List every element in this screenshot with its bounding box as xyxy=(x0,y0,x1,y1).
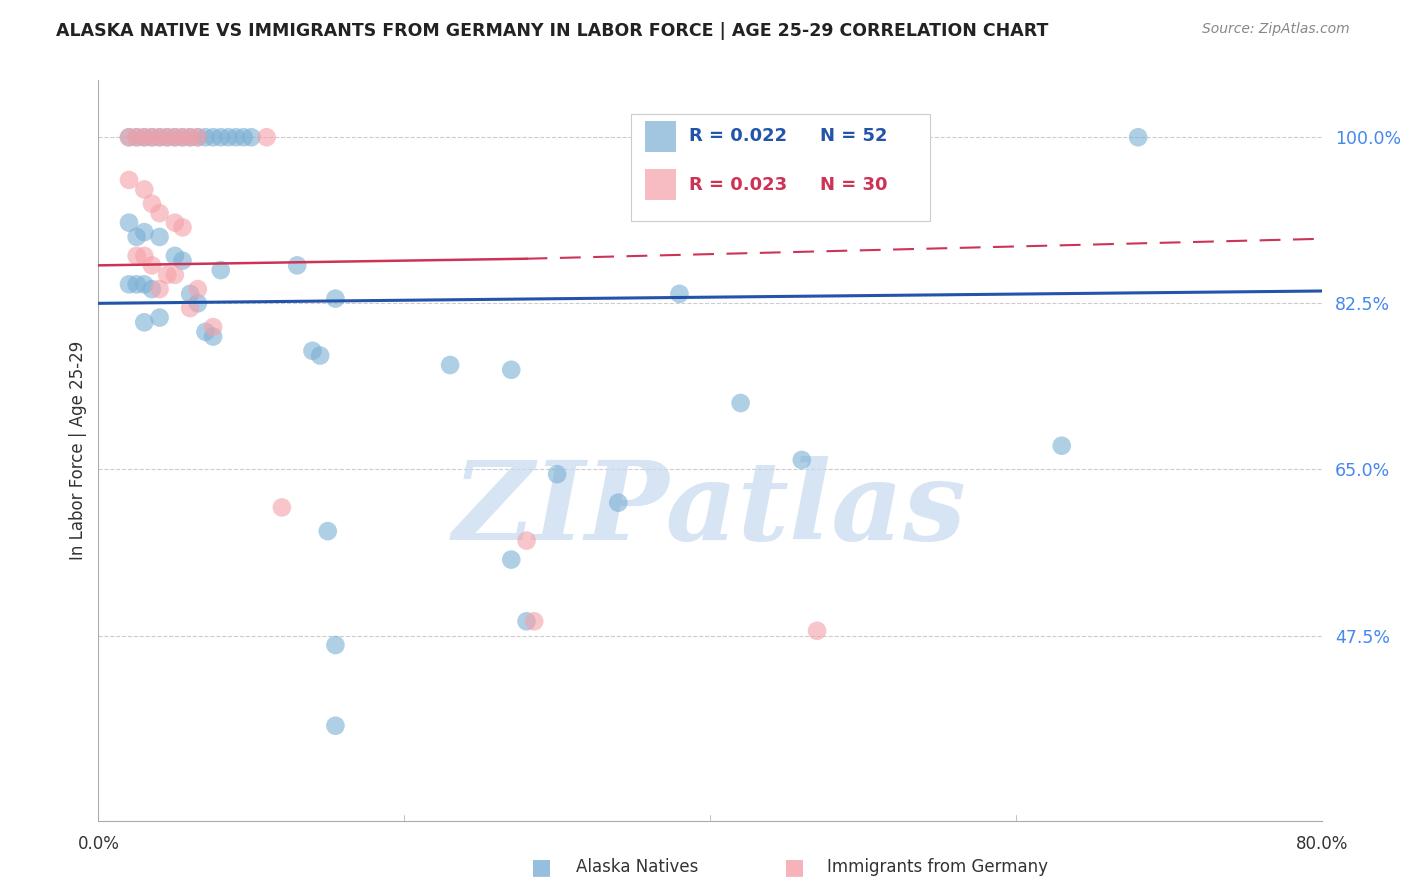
Point xyxy=(134,182,156,196)
Text: Source: ZipAtlas.com: Source: ZipAtlas.com xyxy=(1202,22,1350,37)
Point xyxy=(285,259,308,273)
Text: ZIPatlas: ZIPatlas xyxy=(453,456,967,564)
Point xyxy=(240,130,263,145)
Point xyxy=(301,343,323,358)
Text: N = 30: N = 30 xyxy=(820,176,887,194)
Point xyxy=(232,130,254,145)
Point xyxy=(516,615,538,629)
Point xyxy=(309,349,332,363)
Point xyxy=(134,249,156,263)
Point xyxy=(1050,439,1073,453)
Point xyxy=(172,220,194,235)
Point xyxy=(187,130,209,145)
Point xyxy=(134,130,156,145)
Point xyxy=(501,552,523,566)
Point xyxy=(156,130,179,145)
Point xyxy=(179,130,201,145)
Y-axis label: In Labor Force | Age 25-29: In Labor Force | Age 25-29 xyxy=(69,341,87,560)
Point xyxy=(179,130,201,145)
Point xyxy=(125,249,148,263)
Point xyxy=(607,496,630,510)
Point xyxy=(149,206,172,220)
Point xyxy=(325,292,347,306)
Point xyxy=(134,130,156,145)
Point xyxy=(149,310,172,325)
FancyBboxPatch shape xyxy=(630,113,931,221)
Point xyxy=(141,259,163,273)
Point xyxy=(187,282,209,296)
Point xyxy=(730,396,752,410)
Point xyxy=(118,173,141,187)
Point xyxy=(125,230,148,244)
Point xyxy=(256,130,278,145)
Text: R = 0.022: R = 0.022 xyxy=(689,127,787,145)
Point xyxy=(163,130,186,145)
Text: 0.0%: 0.0% xyxy=(77,835,120,853)
Point xyxy=(806,624,828,638)
Point xyxy=(209,263,232,277)
Point xyxy=(118,130,141,145)
Text: ■: ■ xyxy=(785,857,804,877)
Point xyxy=(163,130,186,145)
Point xyxy=(668,286,690,301)
Point xyxy=(134,277,156,292)
Point xyxy=(141,130,163,145)
Point xyxy=(516,533,538,548)
Point xyxy=(194,325,217,339)
Point xyxy=(141,196,163,211)
Point xyxy=(149,230,172,244)
Point xyxy=(134,315,156,329)
Point xyxy=(179,286,201,301)
Point xyxy=(118,130,141,145)
Point xyxy=(187,130,209,145)
Point xyxy=(172,130,194,145)
Point xyxy=(172,130,194,145)
Point xyxy=(523,615,546,629)
Point xyxy=(202,320,225,334)
Point xyxy=(118,216,141,230)
Bar xyxy=(645,121,676,153)
Point xyxy=(163,268,186,282)
Text: 80.0%: 80.0% xyxy=(1295,835,1348,853)
Point xyxy=(125,130,148,145)
Point xyxy=(187,296,209,310)
Point xyxy=(202,130,225,145)
Point xyxy=(141,282,163,296)
Point xyxy=(163,216,186,230)
Text: R = 0.023: R = 0.023 xyxy=(689,176,787,194)
Point xyxy=(1128,130,1150,145)
Point xyxy=(325,638,347,652)
Text: ■: ■ xyxy=(531,857,551,877)
Point xyxy=(125,130,148,145)
Point xyxy=(156,130,179,145)
Text: N = 52: N = 52 xyxy=(820,127,887,145)
Point xyxy=(209,130,232,145)
Text: ALASKA NATIVE VS IMMIGRANTS FROM GERMANY IN LABOR FORCE | AGE 25-29 CORRELATION : ALASKA NATIVE VS IMMIGRANTS FROM GERMANY… xyxy=(56,22,1049,40)
Point xyxy=(270,500,292,515)
Point xyxy=(149,130,172,145)
Point xyxy=(149,282,172,296)
Point xyxy=(325,719,347,733)
Point xyxy=(149,130,172,145)
Point xyxy=(172,253,194,268)
Point xyxy=(179,301,201,315)
Point xyxy=(546,467,568,482)
Point xyxy=(501,363,523,377)
Point xyxy=(156,268,179,282)
Point xyxy=(225,130,247,145)
Text: Alaska Natives: Alaska Natives xyxy=(576,858,699,876)
Point xyxy=(202,329,225,343)
Point xyxy=(141,130,163,145)
Bar xyxy=(645,169,676,200)
Text: Immigrants from Germany: Immigrants from Germany xyxy=(827,858,1047,876)
Point xyxy=(790,453,813,467)
Point xyxy=(125,277,148,292)
Point xyxy=(163,249,186,263)
Point xyxy=(134,225,156,239)
Point xyxy=(217,130,239,145)
Point xyxy=(194,130,217,145)
Point xyxy=(439,358,461,372)
Point xyxy=(316,524,339,538)
Point xyxy=(118,277,141,292)
